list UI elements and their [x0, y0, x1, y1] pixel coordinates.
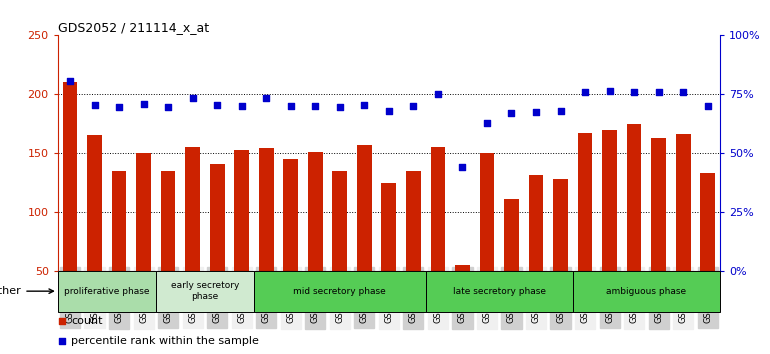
Point [480, 120, 493, 125]
Bar [651, 138, 666, 271]
Text: ambiguous phase: ambiguous phase [606, 287, 686, 296]
Bar [701, 173, 715, 271]
Bar [136, 153, 151, 271]
Bar [234, 150, 249, 271]
Text: mid secretory phase: mid secretory phase [293, 287, 387, 296]
Point [505, 110, 517, 116]
Text: late secretory phase: late secretory phase [453, 287, 546, 296]
Point [677, 89, 689, 95]
Bar [87, 136, 102, 271]
Point [432, 91, 444, 97]
Point [628, 89, 641, 95]
Bar [480, 153, 494, 271]
Point [652, 89, 665, 95]
Bar [156, 271, 254, 312]
Point [383, 108, 395, 114]
Bar [259, 148, 273, 271]
Point [701, 103, 714, 109]
Bar [308, 152, 323, 271]
Point [457, 164, 469, 170]
Point [579, 89, 591, 95]
Bar [602, 130, 617, 271]
Text: GDS2052 / 211114_x_at: GDS2052 / 211114_x_at [58, 21, 209, 34]
Point [333, 104, 346, 110]
Point [211, 102, 223, 108]
Bar [357, 145, 372, 271]
Point [530, 109, 542, 115]
Point [407, 103, 420, 109]
Bar [381, 183, 397, 271]
Bar [430, 147, 445, 271]
Text: early secretory
phase: early secretory phase [171, 281, 239, 301]
Text: count: count [71, 316, 102, 326]
Text: other: other [0, 286, 53, 296]
Bar [58, 271, 156, 312]
Text: proliferative phase: proliferative phase [64, 287, 149, 296]
Point [309, 103, 321, 109]
Bar [455, 265, 470, 271]
Bar [676, 134, 691, 271]
Bar [62, 82, 77, 271]
Bar [627, 124, 641, 271]
Point [358, 102, 370, 108]
Point [236, 103, 248, 109]
Point [279, 95, 291, 100]
Point [279, 268, 291, 274]
Point [260, 95, 273, 101]
Text: percentile rank within the sample: percentile rank within the sample [71, 336, 259, 346]
Point [554, 108, 567, 114]
Bar [504, 199, 519, 271]
Point [604, 88, 616, 93]
Bar [529, 176, 544, 271]
Bar [406, 171, 420, 271]
Bar [112, 171, 126, 271]
Bar [553, 179, 568, 271]
Point [162, 104, 174, 110]
Bar [426, 271, 573, 312]
Bar [209, 164, 225, 271]
Point [137, 101, 149, 107]
Point [89, 102, 101, 108]
Bar [333, 171, 347, 271]
Bar [254, 271, 426, 312]
Bar [573, 271, 720, 312]
Bar [161, 171, 176, 271]
Point [285, 103, 297, 109]
Point [113, 104, 126, 110]
Point [186, 95, 199, 101]
Bar [283, 159, 298, 271]
Bar [186, 147, 200, 271]
Bar [578, 133, 592, 271]
Point [64, 79, 76, 84]
